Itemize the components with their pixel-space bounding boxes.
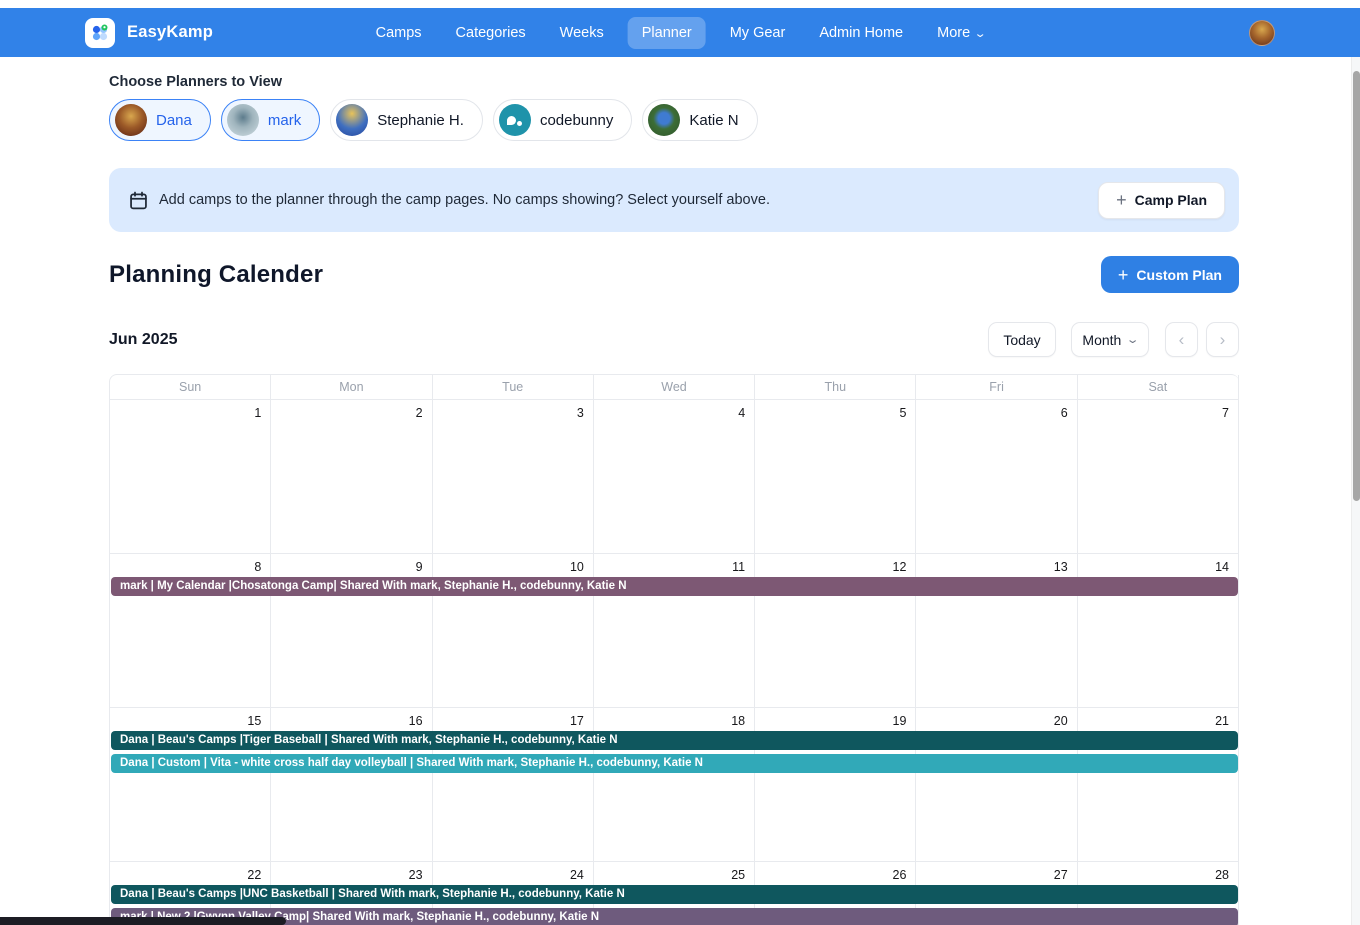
- brand-name: EasyKamp: [127, 23, 213, 41]
- calendar-event[interactable]: Dana | Custom | Vita - white cross half …: [111, 754, 1238, 773]
- chip-label: Katie N: [689, 111, 739, 129]
- planner-chip-katie[interactable]: Katie N: [642, 99, 758, 141]
- view-select[interactable]: Month ⌄: [1071, 322, 1149, 357]
- day-cell[interactable]: 10: [432, 554, 594, 708]
- week-row-2: 8 9 10 11 12 13 14 mark | My Calendar |C…: [110, 554, 1239, 708]
- day-header: Tue: [432, 375, 594, 400]
- day-cell[interactable]: 13: [916, 554, 1078, 708]
- planner-chips: Dana mark Stephanie H. codebunny Katie N: [109, 99, 1239, 141]
- vertical-scrollbar-thumb[interactable]: [1353, 71, 1360, 501]
- day-cell[interactable]: 28: [1078, 862, 1239, 925]
- horizontal-scrollbar-thumb[interactable]: [0, 917, 286, 925]
- chip-label: Stephanie H.: [377, 111, 464, 129]
- day-cell[interactable]: 6: [916, 400, 1078, 554]
- planner-chip-dana[interactable]: Dana: [109, 99, 211, 141]
- nav-item-camps[interactable]: Camps: [375, 24, 422, 41]
- plus-icon: +: [1116, 190, 1127, 210]
- day-cell[interactable]: 5: [755, 400, 917, 554]
- nav-item-planner[interactable]: Planner: [627, 16, 706, 49]
- day-cell[interactable]: 2: [271, 400, 433, 554]
- day-cell[interactable]: 14: [1077, 554, 1239, 708]
- day-header: Mon: [271, 375, 433, 400]
- calendar-grid: Sun Mon Tue Wed Thu Fri Sat 1 2 3 4 5 6 …: [109, 374, 1239, 925]
- main-nav: Camps Categories Weeks Planner My Gear A…: [366, 16, 995, 49]
- plus-icon: +: [1117, 264, 1129, 285]
- dana-avatar: [115, 104, 147, 136]
- chip-label: Dana: [156, 111, 192, 129]
- planner-chip-stephanie[interactable]: Stephanie H.: [330, 99, 483, 141]
- codebunny-avatar: [498, 104, 531, 136]
- prev-month-button[interactable]: ‹: [1165, 322, 1198, 357]
- camp-plan-button[interactable]: + Camp Plan: [1098, 181, 1225, 219]
- day-cell[interactable]: 12: [755, 554, 917, 708]
- day-header: Wed: [593, 375, 756, 400]
- custom-plan-button[interactable]: + Custom Plan: [1100, 256, 1239, 293]
- day-cell[interactable]: 21: [1077, 708, 1239, 862]
- nav-item-admin-home[interactable]: Admin Home: [819, 24, 904, 41]
- chip-label: mark: [267, 111, 302, 129]
- month-label: Jun 2025: [109, 330, 178, 348]
- week-row-4: 22 23 24 25 26 27 28 Dana | Beau's Camps…: [110, 862, 1239, 925]
- main-content: Choose Planners to View Dana mark Stepha…: [109, 74, 1239, 925]
- day-cell[interactable]: 11: [593, 554, 756, 708]
- day-cell[interactable]: 20: [916, 708, 1078, 862]
- planner-chip-mark[interactable]: mark: [220, 99, 321, 141]
- nav-item-categories[interactable]: Categories: [455, 24, 526, 41]
- planner-chip-codebunny[interactable]: codebunny: [492, 99, 633, 141]
- day-cell[interactable]: 7: [1077, 400, 1239, 554]
- day-header: Sun: [110, 375, 272, 400]
- calendar-icon: [128, 190, 149, 211]
- calendar-event[interactable]: mark | New 2 |Gwynn Valley Camp| Shared …: [111, 908, 1238, 925]
- day-cell[interactable]: 4: [593, 400, 756, 554]
- katie-avatar: [648, 104, 681, 136]
- day-header: Fri: [916, 375, 1078, 400]
- calendar-event[interactable]: Dana | Beau's Camps |UNC Basketball | Sh…: [111, 885, 1238, 904]
- day-cell[interactable]: 15: [110, 708, 272, 862]
- day-cell[interactable]: 17: [432, 708, 594, 862]
- day-header: Thu: [755, 375, 917, 400]
- week-row-1: 1 2 3 4 5 6 7: [110, 400, 1239, 554]
- day-cell[interactable]: 16: [271, 708, 433, 862]
- top-navbar: EasyKamp Camps Categories Weeks Planner …: [0, 8, 1360, 57]
- brand[interactable]: EasyKamp: [85, 17, 213, 48]
- stephanie-avatar: [336, 104, 369, 136]
- user-avatar[interactable]: [1249, 19, 1275, 46]
- chevron-left-icon: ‹: [1178, 329, 1185, 349]
- day-cell[interactable]: 8: [110, 554, 272, 708]
- vertical-scrollbar-track[interactable]: [1351, 57, 1360, 925]
- page-title: Planning Calender: [109, 260, 324, 288]
- day-cell[interactable]: 1: [110, 400, 272, 554]
- chevron-right-icon: ›: [1219, 329, 1226, 349]
- chevron-down-icon: ⌄: [1126, 334, 1140, 346]
- chevron-down-icon: ⌄: [973, 27, 987, 40]
- day-header-row: Sun Mon Tue Wed Thu Fri Sat: [110, 375, 1239, 400]
- today-button[interactable]: Today: [988, 322, 1056, 357]
- info-banner: Add camps to the planner through the cam…: [109, 168, 1239, 232]
- calendar-event[interactable]: mark | My Calendar |Chosatonga Camp| Sha…: [111, 577, 1238, 596]
- nav-item-weeks[interactable]: Weeks: [559, 24, 604, 41]
- mark-avatar: [226, 104, 259, 136]
- next-month-button[interactable]: ›: [1206, 322, 1239, 357]
- day-cell[interactable]: 19: [755, 708, 917, 862]
- nav-item-my-gear[interactable]: My Gear: [729, 24, 786, 41]
- day-header: Sat: [1077, 375, 1239, 400]
- day-cell[interactable]: 18: [593, 708, 756, 862]
- chip-label: codebunny: [539, 111, 614, 129]
- banner-message: Add camps to the planner through the cam…: [159, 192, 770, 208]
- week-row-3: 15 16 17 18 19 20 21 Dana | Beau's Camps…: [110, 708, 1239, 862]
- calendar-event[interactable]: Dana | Beau's Camps |Tiger Baseball | Sh…: [111, 731, 1238, 750]
- easykamp-logo-icon: [85, 17, 115, 48]
- day-cell[interactable]: 9: [271, 554, 433, 708]
- day-cell[interactable]: 3: [432, 400, 594, 554]
- choose-planners-heading: Choose Planners to View: [109, 74, 282, 90]
- nav-item-more[interactable]: More ⌄: [937, 24, 987, 41]
